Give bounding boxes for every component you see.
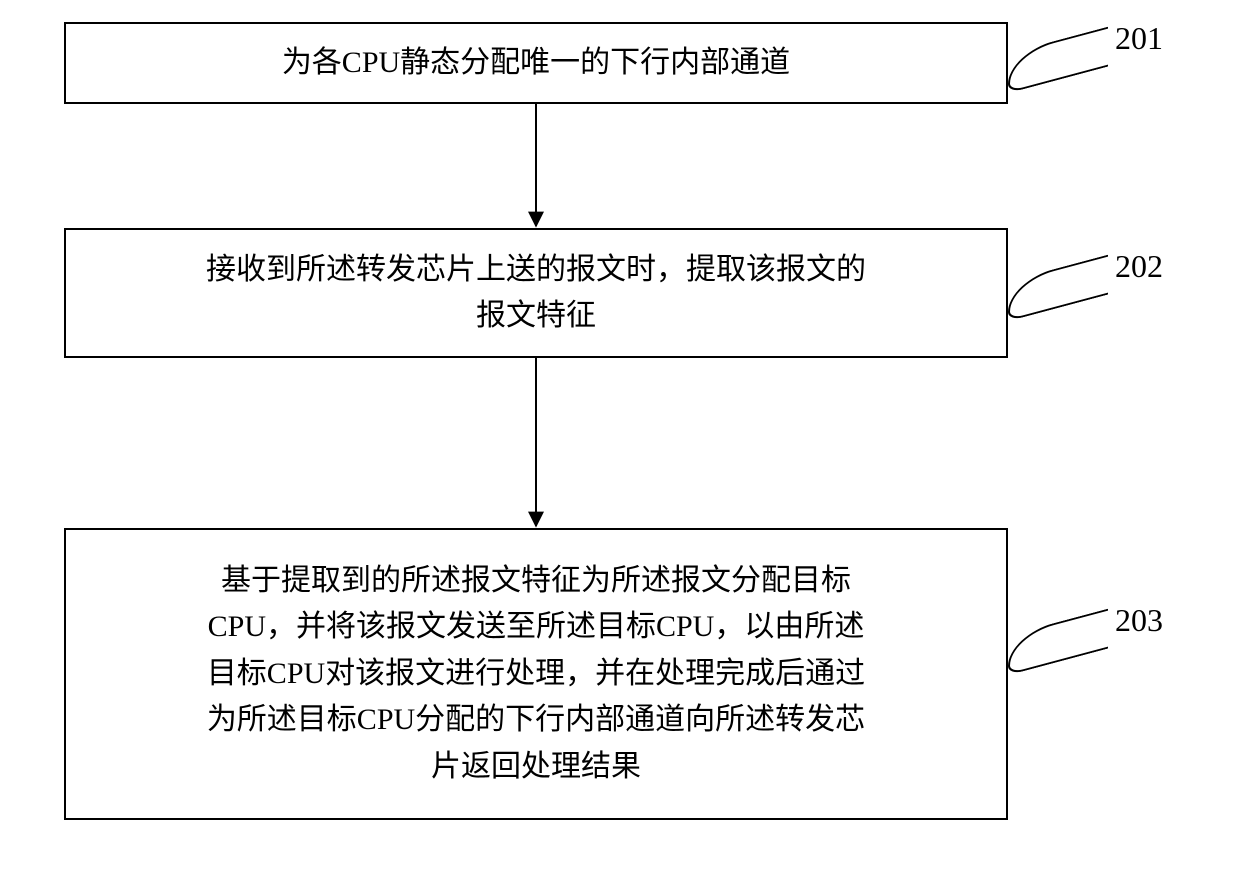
step-label-2: 202	[1115, 248, 1163, 285]
callout-curve-1	[1008, 27, 1108, 94]
callout-curve-3	[1008, 609, 1108, 676]
step-label-3: 203	[1115, 602, 1163, 639]
flow-node-3: 基于提取到的所述报文特征为所述报文分配目标 CPU，并将该报文发送至所述目标CP…	[64, 528, 1008, 820]
flow-node-text: 接收到所述转发芯片上送的报文时，提取该报文的 报文特征	[206, 247, 866, 340]
callout-curve-2	[1008, 255, 1108, 322]
step-label-1: 201	[1115, 20, 1163, 57]
flow-node-text: 基于提取到的所述报文特征为所述报文分配目标 CPU，并将该报文发送至所述目标CP…	[207, 558, 865, 791]
flow-node-2: 接收到所述转发芯片上送的报文时，提取该报文的 报文特征	[64, 228, 1008, 358]
flow-node-text: 为各CPU静态分配唯一的下行内部通道	[282, 40, 790, 87]
flow-node-1: 为各CPU静态分配唯一的下行内部通道	[64, 22, 1008, 104]
